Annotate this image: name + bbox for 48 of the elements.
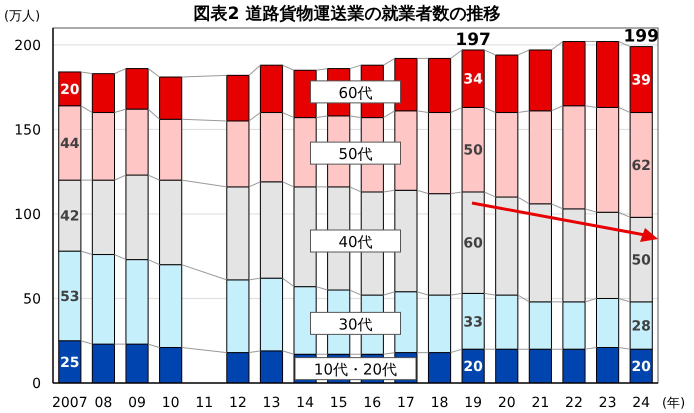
x-tick-label: 20 xyxy=(498,395,516,411)
x-tick-label: 11 xyxy=(195,395,214,411)
chart-title: 図表2 道路貨物運送業の就業者数の推移 xyxy=(194,4,500,24)
data-label: 20 xyxy=(463,359,484,376)
series-label: 60代 xyxy=(338,84,373,102)
y-tick-label: 200 xyxy=(14,38,41,54)
x-tick-label: 14 xyxy=(296,395,314,411)
x-tick-label: 15 xyxy=(330,395,348,411)
data-label: 25 xyxy=(60,354,80,371)
y-tick-label: 50 xyxy=(23,291,41,308)
data-label: 20 xyxy=(631,359,652,376)
series-label: 40代 xyxy=(338,233,373,251)
data-label: 28 xyxy=(631,318,651,335)
data-label: 44 xyxy=(60,136,80,152)
y-tick-label: 150 xyxy=(14,122,41,138)
data-label: 53 xyxy=(60,288,80,305)
series-label: 50代 xyxy=(338,145,373,164)
x-tick-label: 22 xyxy=(565,395,583,411)
x-tick-label: 13 xyxy=(262,395,280,411)
x-tick-label: 2007 xyxy=(52,395,88,411)
series-label: 10代・20代 xyxy=(314,360,398,379)
data-label: 20 xyxy=(60,82,80,98)
data-label: 33 xyxy=(463,314,483,330)
x-tick-label: 24 xyxy=(632,395,650,411)
x-tick-label: 21 xyxy=(531,395,550,411)
data-label: 50 xyxy=(463,142,484,159)
total-label: 199 xyxy=(623,26,659,47)
data-label: 42 xyxy=(60,208,80,225)
total-label: 197 xyxy=(455,30,491,50)
data-label: 60 xyxy=(463,236,484,252)
x-tick-label: 17 xyxy=(397,395,415,411)
x-tick-label: 12 xyxy=(228,395,247,411)
x-tick-label: 19 xyxy=(464,395,482,411)
x-tick-label: 10 xyxy=(162,395,180,411)
y-axis-title: (万人) xyxy=(4,9,40,24)
y-tick-label: 0 xyxy=(32,376,41,392)
data-label: 34 xyxy=(463,72,484,88)
x-tick-label: 09 xyxy=(128,395,146,411)
y-tick-label: 100 xyxy=(14,206,41,223)
x-tick-label: 16 xyxy=(363,395,382,411)
data-label: 39 xyxy=(631,72,651,89)
x-axis-title: (年) xyxy=(662,396,686,411)
x-tick-label: 23 xyxy=(598,395,616,411)
x-tick-label: 08 xyxy=(94,395,112,411)
series-label: 30代 xyxy=(338,315,373,334)
data-label: 50 xyxy=(631,252,652,269)
x-tick-label: 18 xyxy=(430,395,448,411)
data-label: 62 xyxy=(631,158,651,174)
